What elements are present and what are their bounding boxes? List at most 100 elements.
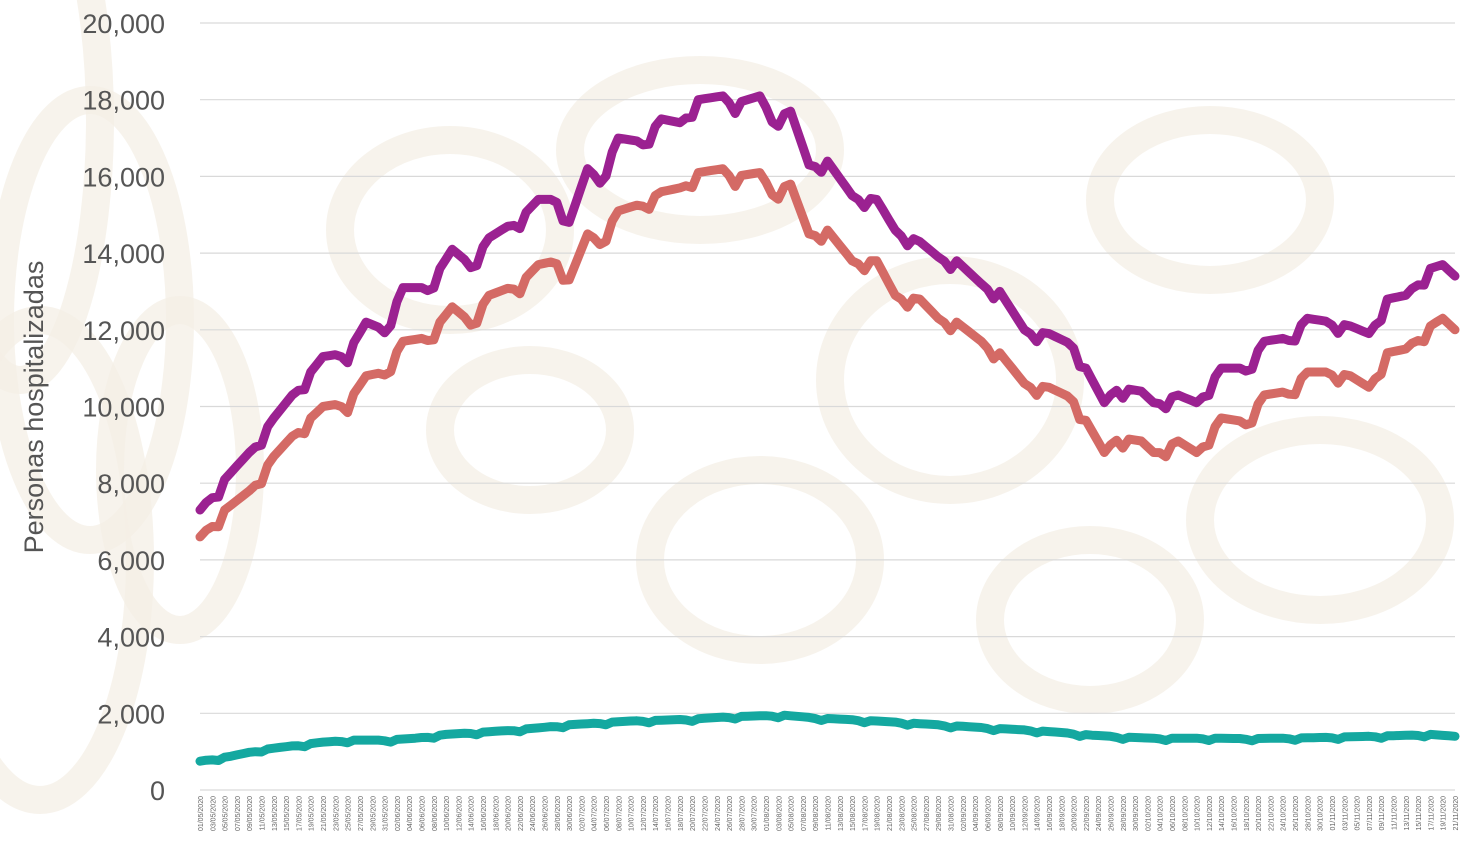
x-tick-label: 20/10/2020	[1256, 796, 1263, 831]
x-tick-label: 15/11/2020	[1416, 796, 1423, 831]
x-tick-label: 16/06/2020	[481, 796, 488, 831]
watermark-shape	[0, 306, 154, 814]
x-tick-label: 08/10/2020	[1182, 796, 1189, 831]
x-tick-label: 29/08/2020	[936, 796, 943, 831]
y-axis-label: Personas hospitalizadas	[19, 261, 49, 554]
y-tick-label: 8,000	[97, 469, 165, 499]
background-watermark-pattern	[0, 0, 1454, 814]
x-tick-label: 24/09/2020	[1096, 796, 1103, 831]
x-tick-label: 28/10/2020	[1305, 796, 1312, 831]
x-tick-label: 21/08/2020	[887, 796, 894, 831]
x-tick-label: 02/09/2020	[961, 796, 968, 831]
x-tick-label: 14/10/2020	[1219, 796, 1226, 831]
series-line	[195, 710, 1460, 766]
x-tick-label: 13/05/2020	[272, 796, 279, 831]
x-tick-label: 03/08/2020	[776, 796, 783, 831]
x-tick-label: 03/05/2020	[210, 796, 217, 831]
y-tick-label: 2,000	[97, 699, 165, 729]
x-tick-label: 09/11/2020	[1379, 796, 1386, 831]
x-tick-label: 30/07/2020	[752, 796, 759, 831]
x-tick-label: 07/05/2020	[235, 796, 242, 831]
x-tick-label: 06/09/2020	[986, 796, 993, 831]
x-tick-label: 13/08/2020	[838, 796, 845, 831]
watermark-shape	[816, 256, 1084, 504]
x-tick-label: 10/07/2020	[629, 796, 636, 831]
x-tick-label: 15/08/2020	[850, 796, 857, 831]
x-tick-label: 29/05/2020	[370, 796, 377, 831]
x-tick-label: 06/10/2020	[1170, 796, 1177, 831]
x-tick-label: 19/05/2020	[309, 796, 316, 831]
x-tick-label: 05/11/2020	[1355, 796, 1362, 831]
x-tick-label: 25/05/2020	[346, 796, 353, 831]
x-tick-label: 01/08/2020	[764, 796, 771, 831]
x-tick-label: 10/09/2020	[1010, 796, 1017, 831]
x-tick-label: 30/10/2020	[1318, 796, 1325, 831]
x-tick-label: 11/08/2020	[826, 796, 833, 831]
y-tick-label: 6,000	[97, 546, 165, 576]
x-tick-label: 24/07/2020	[715, 796, 722, 831]
x-tick-label: 06/07/2020	[604, 796, 611, 831]
x-tick-label: 23/05/2020	[333, 796, 340, 831]
x-tick-label: 14/07/2020	[653, 796, 660, 831]
gridlines	[200, 22, 1455, 791]
x-tick-label: 17/11/2020	[1428, 796, 1435, 831]
y-tick-label: 14,000	[82, 239, 165, 269]
x-tick-label: 10/10/2020	[1195, 796, 1202, 831]
x-tick-label: 18/06/2020	[493, 796, 500, 831]
x-tick-label: 04/07/2020	[592, 796, 599, 831]
y-tick-label: 16,000	[82, 162, 165, 192]
x-tick-label: 24/06/2020	[530, 796, 537, 831]
x-tick-label: 01/05/2020	[198, 796, 205, 831]
x-tick-label: 22/06/2020	[518, 796, 525, 831]
watermark-shape	[1186, 416, 1454, 624]
x-tick-label: 08/09/2020	[998, 796, 1005, 831]
x-tick-label: 04/09/2020	[973, 796, 980, 831]
x-tick-label: 16/09/2020	[1047, 796, 1054, 831]
x-tick-label: 22/10/2020	[1268, 796, 1275, 831]
x-tick-label: 16/07/2020	[666, 796, 673, 831]
x-tick-label: 01/11/2020	[1330, 796, 1337, 831]
x-tick-label: 12/09/2020	[1022, 796, 1029, 831]
x-tick-label: 21/05/2020	[321, 796, 328, 831]
y-tick-label: 10,000	[82, 393, 165, 423]
x-tick-label: 22/09/2020	[1084, 796, 1091, 831]
x-tick-label: 16/10/2020	[1232, 796, 1239, 831]
x-tick-label: 30/09/2020	[1133, 796, 1140, 831]
watermark-shape	[976, 526, 1204, 714]
watermark-shape	[0, 0, 114, 394]
y-tick-label: 20,000	[82, 9, 165, 39]
x-tick-label: 12/07/2020	[641, 796, 648, 831]
x-tick-label: 04/10/2020	[1158, 796, 1165, 831]
x-tick-label: 26/09/2020	[1109, 796, 1116, 831]
x-tick-label: 09/05/2020	[247, 796, 254, 831]
x-tick-label: 05/08/2020	[789, 796, 796, 831]
x-tick-label: 12/06/2020	[456, 796, 463, 831]
x-tick-label: 24/10/2020	[1281, 796, 1288, 831]
series-line	[195, 164, 1460, 542]
x-tick-label: 19/08/2020	[875, 796, 882, 831]
x-tick-label: 10/06/2020	[444, 796, 451, 831]
x-tick-label: 18/09/2020	[1059, 796, 1066, 831]
x-tick-label: 20/06/2020	[506, 796, 513, 831]
x-tick-label: 18/10/2020	[1244, 796, 1251, 831]
x-tick-label: 11/05/2020	[260, 796, 267, 831]
watermark-shape	[426, 346, 634, 514]
x-tick-label: 20/09/2020	[1072, 796, 1079, 831]
x-tick-label: 31/08/2020	[949, 796, 956, 831]
x-tick-label: 28/06/2020	[555, 796, 562, 831]
x-tick-label: 30/06/2020	[567, 796, 574, 831]
x-tick-label: 17/08/2020	[862, 796, 869, 831]
x-tick-label: 22/07/2020	[703, 796, 710, 831]
x-tick-label: 13/11/2020	[1404, 796, 1411, 831]
x-tick-label: 15/05/2020	[284, 796, 291, 831]
x-tick-label: 07/11/2020	[1367, 796, 1374, 831]
x-tick-label: 07/08/2020	[801, 796, 808, 831]
x-axis-tick-labels: 01/05/2020 03/05/2020 05/05/2020 07/05/2020…	[198, 796, 1460, 831]
y-tick-label: 12,000	[82, 316, 165, 346]
x-tick-label: 08/06/2020	[432, 796, 439, 831]
x-tick-label: 27/08/2020	[924, 796, 931, 831]
y-tick-label: 18,000	[82, 86, 165, 116]
x-tick-label: 02/07/2020	[579, 796, 586, 831]
x-tick-label: 17/05/2020	[296, 796, 303, 831]
